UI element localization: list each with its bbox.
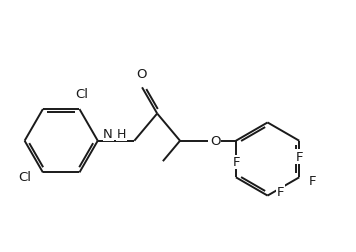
Text: F: F [308, 174, 316, 187]
Text: O: O [210, 135, 220, 148]
Text: H: H [117, 128, 126, 141]
Text: N: N [103, 128, 113, 141]
Text: F: F [233, 155, 241, 169]
Text: O: O [136, 68, 146, 81]
Text: F: F [277, 185, 284, 198]
Text: Cl: Cl [19, 170, 32, 183]
Text: Cl: Cl [75, 88, 88, 101]
Text: F: F [295, 150, 303, 163]
